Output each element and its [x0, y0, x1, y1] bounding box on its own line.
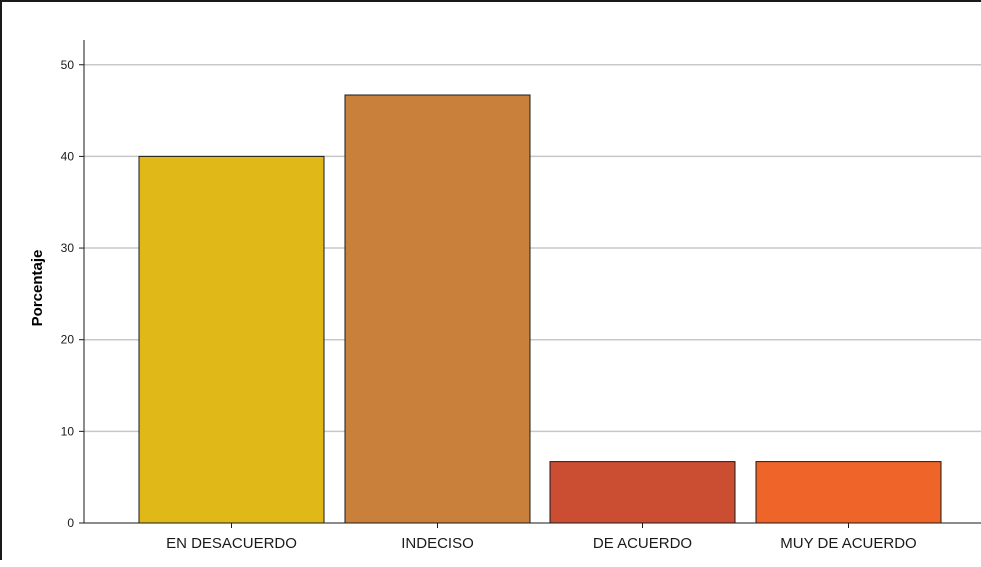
- y-tick-labels: 0 10 20 30 40 50: [61, 58, 84, 530]
- bars: [138, 94, 942, 524]
- y-tick-label-20: 20: [61, 333, 75, 347]
- x-tick-label-de-acuerdo: DE ACUERDO: [593, 535, 692, 552]
- y-tick-label-40: 40: [61, 149, 75, 163]
- x-tick-label-muy-de-acuerdo: MUY DE ACUERDO: [780, 535, 916, 552]
- bar-de-acuerdo: [549, 461, 736, 524]
- y-axis-title: Porcentaje: [29, 250, 46, 327]
- y-tick-label-10: 10: [61, 424, 75, 438]
- bar-muy-de-acuerdo: [755, 461, 942, 524]
- y-tick-label-50: 50: [61, 58, 75, 72]
- y-tick-label-30: 30: [61, 241, 75, 255]
- x-tick-labels: EN DESACUERDO INDECISO DE ACUERDO MUY DE AC…: [166, 523, 917, 552]
- bar-indeciso: [344, 94, 531, 524]
- bar-en-desacuerdo: [138, 155, 325, 524]
- axes: [83, 40, 981, 524]
- y-tick-label-0: 0: [67, 516, 74, 530]
- x-tick-label-indeciso: INDECISO: [401, 535, 474, 552]
- x-tick-label-en-desacuerdo: EN DESACUERDO: [166, 535, 297, 552]
